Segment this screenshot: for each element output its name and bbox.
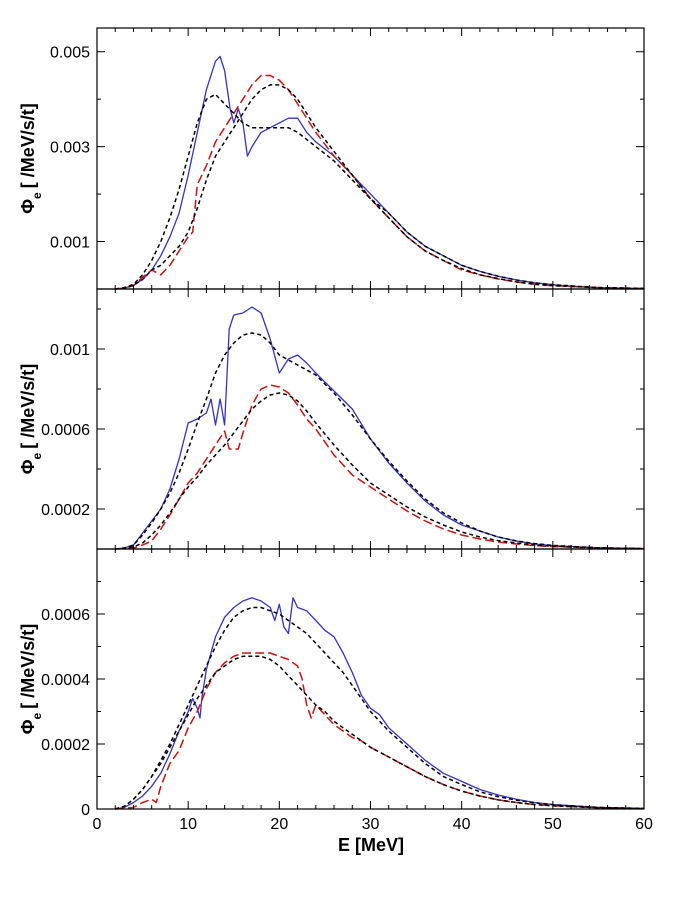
y-tick-label: 0 bbox=[81, 802, 90, 819]
x-tick-label: 20 bbox=[270, 816, 288, 833]
chart-panels: 0.001 0.003 0.005 Φe[ /MeV/s/t] 0.0002 0.0006… bbox=[18, 27, 653, 833]
y-axis-label-top: Φe[ /MeV/s/t] bbox=[18, 103, 44, 213]
y-tick-label: 0.0002 bbox=[41, 737, 90, 754]
chart-panel-top: 0.001 0.003 0.005 Φe[ /MeV/s/t] bbox=[18, 27, 645, 290]
y-tick-label: 0.0002 bbox=[41, 502, 90, 519]
y-tick-label: 0.005 bbox=[50, 45, 90, 62]
y-tick-label: 0.003 bbox=[50, 140, 90, 157]
panel-frame-bottom bbox=[96, 548, 645, 810]
y-axis-label-bottom: Φe[ /MeV/s/t] bbox=[18, 624, 44, 734]
x-tick-label: 50 bbox=[544, 816, 562, 833]
series-line-top-2 bbox=[115, 74, 645, 290]
x-tick-label: 30 bbox=[362, 816, 380, 833]
series-line-top-3 bbox=[115, 93, 645, 290]
x-axis-label: E [MeV] bbox=[338, 835, 404, 855]
series-line-bottom-4 bbox=[114, 655, 645, 810]
series-line-middle-1 bbox=[115, 306, 645, 550]
x-tick-label: 0 bbox=[93, 816, 102, 833]
panel-frame-middle bbox=[96, 288, 645, 550]
y-tick-label: 0.001 bbox=[50, 235, 90, 252]
y-tick-label: 0.0006 bbox=[41, 422, 90, 439]
series-line-middle-2 bbox=[115, 384, 645, 550]
x-tick-label: 60 bbox=[635, 816, 653, 833]
series-line-middle-3 bbox=[115, 332, 645, 550]
y-tick-label: 0.0004 bbox=[41, 672, 90, 689]
y-axis-label-middle: Φe[ /MeV/s/t] bbox=[18, 364, 44, 474]
series-line-top-4 bbox=[115, 84, 645, 290]
y-tick-label: 0.0006 bbox=[41, 607, 90, 624]
series-line-top-1 bbox=[115, 55, 645, 290]
series-line-bottom-3 bbox=[114, 606, 645, 810]
chart-panel-middle: 0.0002 0.0006 0.001 Φe[ /MeV/s/t] bbox=[18, 288, 645, 550]
series-line-bottom-2 bbox=[115, 652, 645, 810]
x-tick-label: 40 bbox=[453, 816, 471, 833]
chart-panel-bottom: 0 0.0002 0.0004 0.0006 0 10 20 30 40 50 60 Φe[ /MeV… bbox=[18, 548, 653, 833]
x-tick-label: 10 bbox=[179, 816, 197, 833]
series-line-bottom-1 bbox=[115, 597, 645, 810]
y-tick-label: 0.001 bbox=[50, 342, 90, 359]
series-line-middle-4 bbox=[115, 392, 645, 550]
